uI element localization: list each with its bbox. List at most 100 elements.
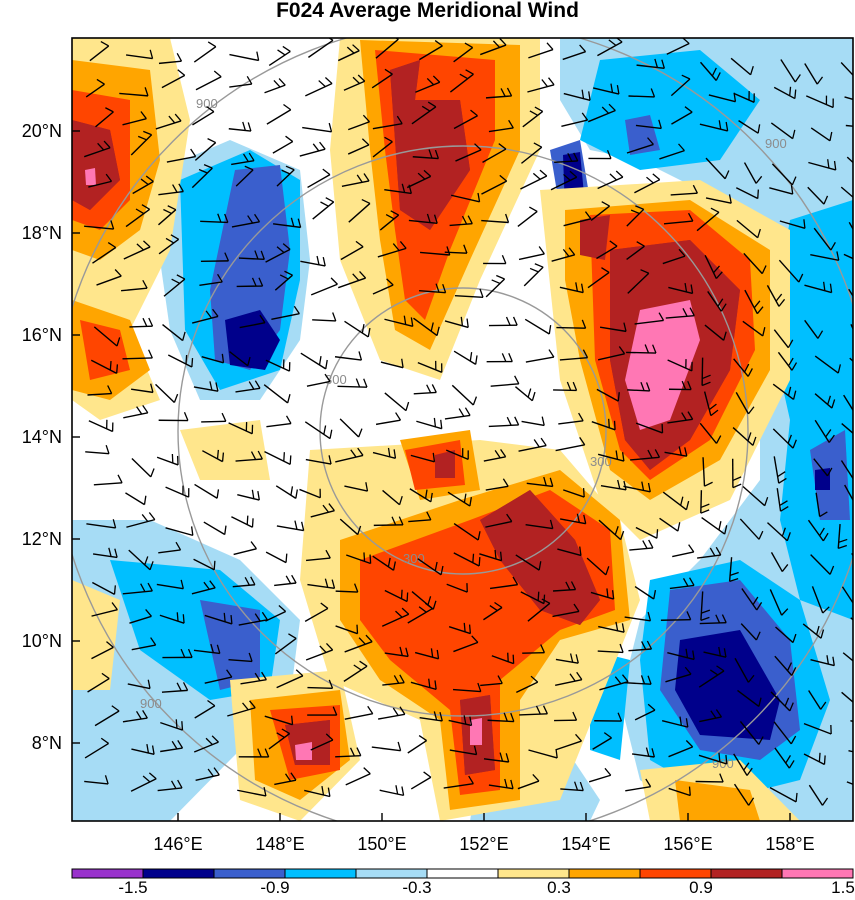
wind-barb-flag [678, 248, 686, 257]
wind-barb [811, 586, 824, 614]
wind-barb [452, 688, 481, 693]
colorbar-swatch [71, 868, 144, 879]
wind-barb [227, 707, 256, 717]
wind-barb-flag [403, 315, 407, 325]
wind-barb [661, 720, 688, 728]
wind-barb-flag [180, 648, 186, 658]
wind-barb-flag [254, 672, 261, 682]
wind-barb-flag [581, 112, 589, 121]
wind-barb-flag [424, 489, 428, 499]
wind-barb [193, 386, 219, 392]
wind-barb [266, 109, 292, 125]
wind-barb-flag [276, 732, 285, 738]
wind-barb [194, 142, 217, 161]
wind-barb [517, 780, 540, 790]
wind-barb-flag [468, 624, 472, 634]
wind-barb-flag [647, 675, 652, 685]
wind-barb [597, 353, 625, 361]
wind-barb-flag [356, 624, 359, 634]
wind-barb [158, 60, 182, 65]
wind-barb [131, 748, 155, 756]
wind-barb-flag [710, 207, 720, 213]
wind-barb [737, 689, 760, 707]
contour-fill [580, 215, 610, 260]
y-tick-label: 12°N [22, 529, 62, 549]
wind-barb-flag [465, 69, 474, 75]
wind-barb-flag [207, 768, 214, 777]
wind-barb [276, 675, 304, 689]
wind-barb-flag [789, 86, 792, 96]
wind-barb-flag [346, 46, 355, 54]
wind-barb [193, 741, 219, 753]
wind-barb-flag [289, 455, 292, 465]
wind-barb-flag [206, 105, 215, 113]
wind-barb-flag [215, 382, 219, 392]
wind-barb [306, 380, 331, 387]
wind-barb-flag [512, 316, 518, 326]
wind-barb-flag [100, 737, 109, 744]
wind-barb-flag [757, 189, 759, 199]
wind-barb [410, 454, 435, 463]
wind-barb-flag [203, 581, 210, 590]
wind-barb-flag [617, 392, 620, 402]
wind-barb-flag [792, 439, 797, 449]
wind-barb-flag [715, 72, 721, 81]
wind-barb-flag [320, 602, 329, 609]
wind-barb-flag [207, 699, 216, 707]
wind-barb-flag [469, 352, 473, 362]
wind-barb [485, 520, 512, 528]
y-tick-label: 8°N [32, 733, 62, 753]
wind-barb-flag [285, 415, 292, 424]
wind-barb-flag [106, 641, 114, 648]
wind-barb-flag [654, 58, 659, 68]
wind-barb-flag [575, 282, 578, 292]
wind-barb-flag [685, 718, 689, 728]
wind-barb [808, 690, 822, 710]
wind-barb [659, 149, 685, 160]
wind-barb [519, 713, 548, 716]
wind-barb-flag [623, 480, 627, 490]
wind-barb [337, 277, 366, 289]
wind-barb [483, 606, 503, 621]
wind-barb-flag [361, 198, 371, 205]
wind-barb [377, 247, 407, 258]
wind-barb-flag [358, 351, 363, 361]
wind-barb [131, 458, 152, 478]
wind-barb [229, 351, 249, 367]
wind-barb [742, 485, 766, 507]
wind-barb-flag [494, 450, 501, 459]
wind-barb-flag [170, 780, 177, 789]
wind-barb-flag [417, 172, 426, 180]
wind-barb [412, 156, 439, 160]
colorbar-swatch [568, 868, 641, 879]
wind-barb-flag [137, 135, 147, 141]
wind-barb-flag [728, 194, 732, 204]
wind-barb [744, 289, 758, 315]
wind-barb [670, 192, 698, 196]
wind-barb [525, 356, 554, 363]
wind-barb-flag [555, 748, 558, 759]
wind-barb [735, 187, 759, 200]
wind-barb [123, 246, 151, 260]
contour-fill [625, 300, 700, 430]
wind-barb-flag [686, 611, 692, 620]
wind-barb-flag [831, 399, 836, 409]
wind-barb [810, 253, 839, 261]
wind-barb-flag [363, 767, 371, 775]
wind-barb-flag [502, 478, 509, 487]
wind-barb [730, 57, 752, 76]
wind-barb [699, 422, 718, 444]
wind-barb-flag [367, 705, 374, 715]
wind-barb-flag [778, 298, 786, 307]
wind-barb-flag [792, 390, 797, 400]
wind-barb-flag [468, 775, 474, 785]
wind-barb [371, 73, 393, 89]
wind-barb [344, 320, 369, 338]
wind-barb-flag [397, 741, 402, 751]
wind-barb-flag [715, 614, 721, 624]
wind-barb [813, 458, 829, 477]
wind-barb-flag [324, 373, 331, 382]
wind-barb-flag [363, 173, 370, 182]
wind-barb [409, 488, 432, 503]
wind-barb-flag [635, 205, 644, 210]
